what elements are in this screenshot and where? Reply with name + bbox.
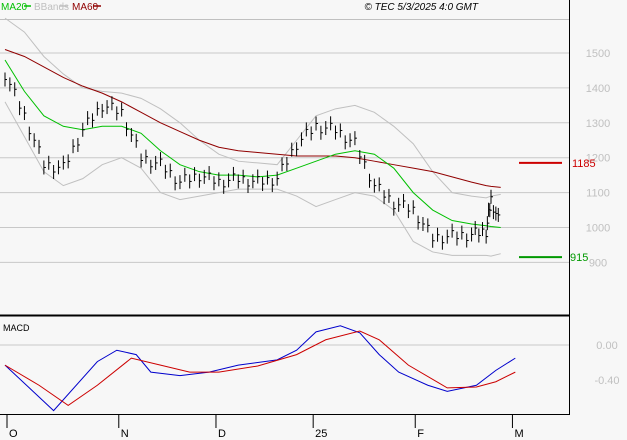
y-tick-label: 1200 — [586, 153, 610, 165]
legend: MA20 BBands MA60 © TEC 5/3/2025 4:0 GMT — [1, 2, 479, 13]
y-tick-label: 900 — [589, 257, 607, 269]
x-tick-label: 25 — [315, 428, 327, 440]
x-tick-label: M — [514, 428, 523, 440]
macd-y-tick-label: 0.00 — [596, 340, 617, 352]
x-tick-label: F — [417, 428, 424, 440]
x-tick-label: N — [121, 428, 129, 440]
x-tick-label: D — [218, 428, 226, 440]
y-tick-label: 1400 — [586, 83, 610, 95]
ma60-line — [4, 49, 501, 188]
legend-bbands: BBands — [34, 2, 69, 13]
macd-line — [4, 325, 516, 412]
x-tick-label: O — [9, 428, 18, 440]
support-label: 915 — [570, 252, 588, 264]
macd-title: MACD — [3, 323, 30, 333]
legend-ma60: MA60 — [72, 2, 99, 13]
signal-line — [4, 330, 516, 406]
bollinger-lower-line — [4, 101, 501, 257]
y-tick-label: 1500 — [586, 48, 610, 60]
copyright-timestamp: © TEC 5/3/2025 4:0 GMT — [364, 2, 478, 13]
y-tick-label: 1300 — [586, 118, 610, 130]
macd-y-tick-label: -0.40 — [594, 375, 619, 387]
legend-ma20: MA20 — [1, 2, 28, 13]
y-tick-label: 1000 — [586, 223, 610, 235]
y-tick-label: 1100 — [586, 188, 610, 200]
resistance-label: 1185 — [572, 158, 596, 170]
